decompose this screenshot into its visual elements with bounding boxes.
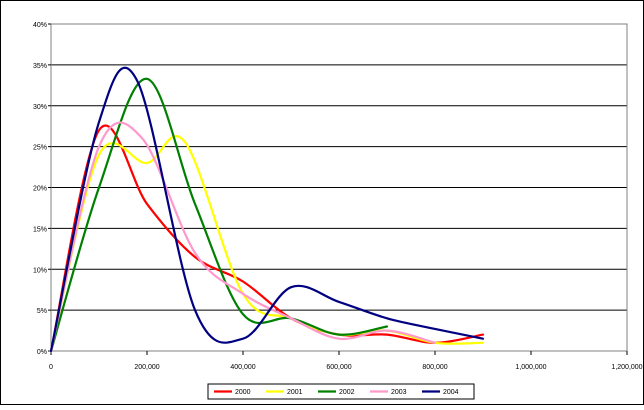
x-tick-label: 400,000 bbox=[230, 364, 255, 371]
series-line-2000 bbox=[49, 124, 485, 353]
legend-label-2003: 2003 bbox=[391, 389, 407, 396]
y-tick-label: 30% bbox=[33, 104, 47, 111]
y-tick-label: 0% bbox=[37, 349, 47, 356]
x-tick-label: 600,000 bbox=[326, 364, 351, 371]
y-tick-label: 40% bbox=[33, 22, 47, 29]
legend-label-2000: 2000 bbox=[235, 389, 251, 396]
series-line-2003 bbox=[49, 121, 437, 353]
x-tick-label: 1,000,000 bbox=[515, 364, 546, 371]
series-line-2002 bbox=[49, 77, 389, 353]
x-tick-label: 200,000 bbox=[134, 364, 159, 371]
x-tick-label: 1,200,000 bbox=[611, 364, 642, 371]
y-tick-label: 35% bbox=[33, 63, 47, 70]
legend-box bbox=[207, 383, 475, 400]
x-tick-label: 800,000 bbox=[422, 364, 447, 371]
y-tick-label: 25% bbox=[33, 145, 47, 152]
y-tick-label: 10% bbox=[33, 267, 47, 274]
x-tick-label: 0 bbox=[49, 364, 53, 371]
legend-label-2004: 2004 bbox=[443, 389, 459, 396]
y-tick-label: 5% bbox=[37, 308, 47, 315]
y-tick-label: 15% bbox=[33, 226, 47, 233]
y-tick-label: 20% bbox=[33, 186, 47, 193]
legend: 2000 2001 2002 2003 2004 bbox=[207, 383, 475, 400]
legend-label-2002: 2002 bbox=[339, 389, 355, 396]
series-line-2004 bbox=[49, 66, 485, 353]
legend-label-2001: 2001 bbox=[287, 389, 303, 396]
